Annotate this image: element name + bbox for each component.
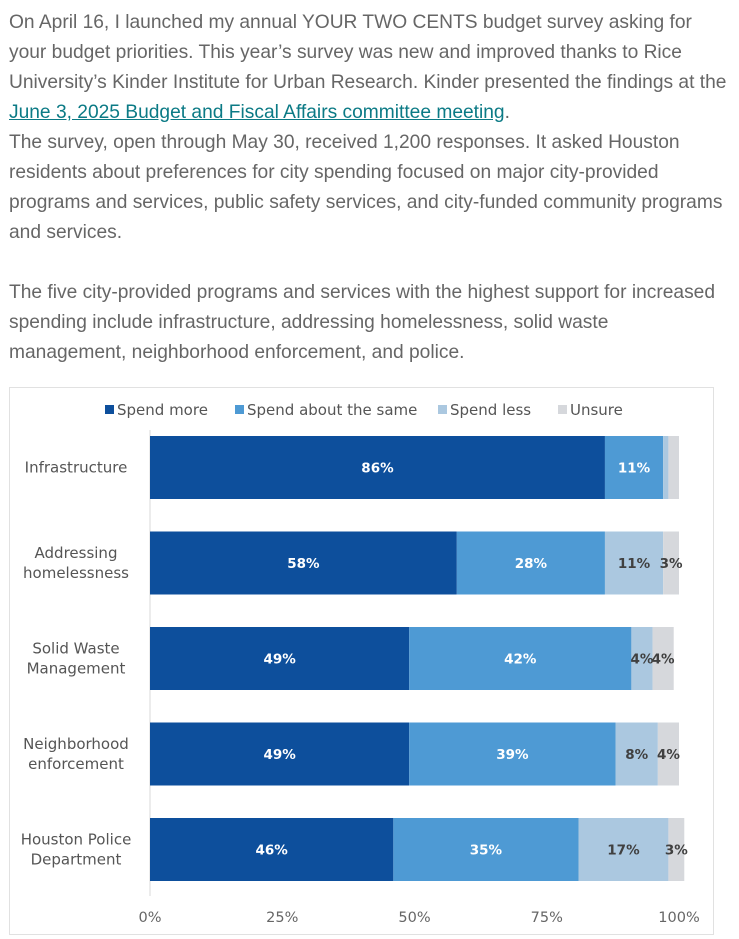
legend-label-0: Spend more: [117, 401, 208, 419]
article-body: On April 16, I launched my annual YOUR T…: [9, 8, 729, 368]
x-tick-label-2: 50%: [398, 910, 430, 926]
data-label-2-3: 4%: [652, 652, 675, 668]
legend-swatch-0: [105, 405, 114, 414]
stacked-bar-chart: Spend more Spend about the same Spend less…: [21, 401, 700, 926]
category-label-4-1: Department: [31, 851, 122, 869]
intro-paragraph: On April 16, I launched my annual YOUR T…: [9, 8, 729, 248]
x-tick-label-1: 25%: [266, 910, 298, 926]
intro-text: On April 16, I launched my annual YOUR T…: [9, 12, 727, 93]
bar-segment-4-3: [668, 818, 685, 881]
bar-segment-4-1: [393, 818, 579, 881]
legend-swatch-2: [438, 405, 447, 414]
data-label-2-0: 49%: [263, 652, 296, 668]
category-label-4-0: Houston Police: [21, 831, 132, 849]
bar-segment-2-1: [409, 627, 632, 690]
data-label-3-0: 49%: [263, 747, 296, 763]
category-label-2-1: Management: [27, 660, 126, 678]
data-label-4-0: 46%: [256, 843, 289, 859]
legend-label-3: Unsure: [570, 401, 623, 419]
findings-paragraph: The five city-provided programs and serv…: [9, 282, 716, 363]
category-label-3-1: enforcement: [28, 755, 124, 773]
bar-segment-3-3: [657, 722, 679, 786]
bar-segment-1-0: [150, 531, 457, 595]
data-label-0-0: 86%: [361, 461, 394, 477]
bar-segment-0-0: [150, 436, 605, 499]
committee-meeting-link[interactable]: June 3, 2025 Budget and Fiscal Affairs c…: [9, 102, 505, 123]
data-label-4-1: 35%: [470, 843, 503, 859]
bar-segment-4-2: [578, 818, 669, 881]
x-tick-label-3: 75%: [531, 910, 563, 926]
bar-segment-0-1: [604, 436, 664, 499]
category-label-1-1: homelessness: [23, 564, 129, 582]
survey-description: The survey, open through May 30, receive…: [9, 132, 723, 243]
bar-segment-0-3: [668, 436, 679, 499]
category-label-3-0: Neighborhood: [23, 735, 129, 753]
x-tick-label-4: 100%: [658, 910, 699, 926]
category-label-2-0: Solid Waste: [32, 640, 119, 658]
bar-segment-1-3: [663, 531, 679, 595]
category-label-0-0: Infrastructure: [25, 459, 128, 477]
bar-segment-0-2: [663, 436, 669, 499]
legend-label-2: Spend less: [450, 401, 531, 419]
bar-segment-1-2: [604, 531, 664, 595]
data-label-1-0: 58%: [287, 556, 320, 572]
data-label-3-1: 39%: [496, 747, 529, 763]
bar-segment-2-0: [150, 627, 410, 690]
bar-segment-2-3: [652, 627, 674, 690]
data-label-3-2: 8%: [625, 747, 648, 763]
chart-container: Spend more Spend about the same Spend less…: [9, 387, 714, 935]
bar-segment-3-2: [615, 722, 658, 786]
legend-swatch-1: [235, 405, 244, 414]
data-label-4-2: 17%: [607, 843, 640, 859]
category-label-1-0: Addressing: [35, 544, 118, 562]
bar-segment-1-1: [456, 531, 605, 595]
legend-label-1: Spend about the same: [247, 401, 417, 419]
data-label-4-3: 3%: [665, 843, 688, 859]
bar-segment-2-2: [631, 627, 653, 690]
data-label-2-2: 4%: [631, 652, 654, 668]
legend-swatch-3: [558, 405, 567, 414]
data-label-1-2: 11%: [618, 556, 651, 572]
intro-period: .: [504, 102, 510, 123]
data-label-0-1: 11%: [618, 461, 651, 477]
bar-segment-3-0: [150, 722, 410, 786]
data-label-2-1: 42%: [504, 652, 537, 668]
bar-segment-3-1: [409, 722, 616, 786]
data-label-3-3: 4%: [657, 747, 680, 763]
x-tick-label-0: 0%: [138, 910, 161, 926]
data-label-1-1: 28%: [515, 556, 548, 572]
data-label-1-3: 3%: [660, 556, 683, 572]
bar-segment-4-0: [150, 818, 394, 881]
